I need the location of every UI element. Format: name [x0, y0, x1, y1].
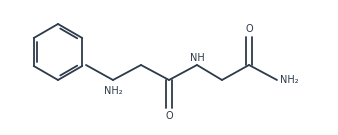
Text: O: O: [165, 111, 173, 121]
Text: NH: NH: [190, 53, 204, 63]
Text: O: O: [245, 24, 253, 34]
Text: NH₂: NH₂: [104, 86, 122, 96]
Text: NH₂: NH₂: [280, 75, 299, 85]
